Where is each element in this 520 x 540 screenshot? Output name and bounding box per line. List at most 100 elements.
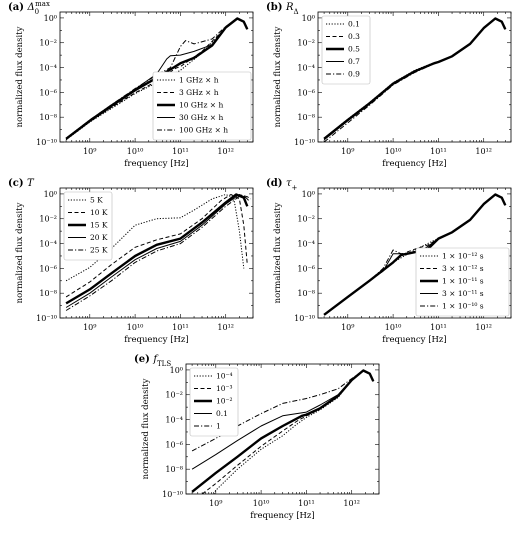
- x-tick-label: 10¹¹: [172, 323, 189, 332]
- series-group: [65, 17, 249, 141]
- series-line-1: [213, 370, 374, 494]
- y-tick-label: 10⁻²: [39, 215, 57, 224]
- y-tick-label: 10⁻⁶: [297, 88, 315, 97]
- x-tick-label: 10¹²: [217, 147, 234, 156]
- legend-label: 1 × 10⁻¹² s: [442, 252, 484, 261]
- x-tick-label: 10⁹: [209, 499, 223, 508]
- y-tick-label: 10⁻¹⁰: [294, 314, 315, 323]
- legend: 10⁻⁴ 10⁻³ 10⁻² 0.1 1: [189, 367, 239, 437]
- series-line-5: [191, 370, 374, 452]
- y-tick-label: 10⁻⁸: [297, 113, 315, 122]
- y-tick-label: 10⁻⁶: [165, 440, 183, 449]
- x-tick-label: 10¹²: [343, 499, 360, 508]
- series-line-5: [323, 194, 506, 316]
- panel-title: (b) RΔ: [266, 2, 299, 16]
- x-axis-label: frequency [Hz]: [382, 159, 446, 169]
- legend-label: 1 GHz × h: [179, 76, 219, 85]
- x-tick-label: 10¹¹: [172, 147, 189, 156]
- y-tick-label: 10⁻²: [39, 39, 57, 48]
- legend: 0.1 0.3 0.5 0.7 0.9: [321, 15, 371, 85]
- legend: 5 K 10 K 15 K 20 K 25 K: [63, 191, 113, 261]
- panel-e: 10⁹ 10¹⁰ 10¹¹ 10¹² 10⁻¹⁰ 10⁻⁸ 10⁻⁶ 10⁻⁴ 10⁻² 10⁰ f…: [134, 354, 380, 521]
- panel-symbol: τ: [286, 178, 292, 189]
- y-axis-label: normalized flux density: [273, 26, 283, 127]
- legend-label: 1: [216, 422, 221, 431]
- panel-sub: +: [291, 184, 297, 192]
- legend-box: [152, 71, 252, 141]
- legend-box: [321, 15, 371, 85]
- panel-letter: (c): [8, 178, 27, 189]
- panel-title: (c) T: [8, 178, 35, 189]
- x-tick-label: 10⁹: [341, 147, 355, 156]
- y-axis-label: normalized flux density: [15, 202, 25, 303]
- series-line-5: [65, 194, 251, 311]
- legend-label: 25 K: [90, 246, 108, 255]
- y-tick-label: 10⁰: [44, 190, 57, 199]
- legend-label: 10⁻²: [216, 397, 233, 406]
- legend: 1 × 10⁻¹² s 3 × 10⁻¹² s 1 × 10⁻¹¹ s 3 × 10⁻…: [415, 247, 510, 317]
- legend: 1 GHz × h 3 GHz × h 10 GHz × h 30 GHz × h 10…: [152, 71, 252, 141]
- y-tick-label: 10⁻¹⁰: [36, 138, 57, 147]
- x-tick-label: 10¹¹: [298, 499, 315, 508]
- y-tick-label: 10⁰: [302, 14, 315, 23]
- panel-sub: 0: [35, 8, 39, 16]
- x-axis-label: frequency [Hz]: [124, 159, 188, 169]
- panel-letter: (d): [266, 178, 286, 189]
- panel-d: 10⁹ 10¹⁰ 10¹¹ 10¹² 10⁻¹⁰ 10⁻⁸ 10⁻⁶ 10⁻⁴ 10⁻² 10⁰ f…: [266, 178, 512, 345]
- x-tick-label: 10¹⁰: [127, 323, 144, 332]
- x-tick-label: 10¹⁰: [253, 499, 270, 508]
- x-tick-label: 10¹²: [475, 323, 492, 332]
- series-line-5: [323, 18, 506, 142]
- y-axis-label: normalized flux density: [273, 202, 283, 303]
- x-tick-label: 10¹¹: [430, 323, 447, 332]
- legend-label: 1 × 10⁻¹¹ s: [442, 277, 484, 286]
- x-tick-label: 10¹⁰: [385, 147, 402, 156]
- y-tick-label: 10⁻¹⁰: [294, 138, 315, 147]
- legend-label: 3 × 10⁻¹¹ s: [442, 289, 484, 298]
- y-tick-label: 10⁻⁶: [297, 264, 315, 273]
- series-line-4: [191, 370, 374, 470]
- y-tick-label: 10⁰: [302, 190, 315, 199]
- x-axis-label: frequency [Hz]: [382, 335, 446, 345]
- y-axis-label: normalized flux density: [15, 26, 25, 127]
- y-tick-label: 10⁻⁸: [39, 113, 57, 122]
- y-tick-label: 10⁻⁴: [297, 64, 315, 73]
- y-tick-label: 10⁻⁶: [39, 88, 57, 97]
- y-tick-label: 10⁻⁸: [165, 465, 183, 474]
- panel-sub: TLS: [157, 360, 171, 368]
- y-axis-label: normalized flux density: [141, 378, 151, 479]
- series-line-2: [65, 194, 248, 298]
- y-tick-label: 10⁻¹⁰: [36, 314, 57, 323]
- y-tick-label: 10⁻⁴: [297, 240, 315, 249]
- legend-label: 0.7: [348, 57, 360, 66]
- legend-label: 20 K: [90, 233, 108, 242]
- legend-label: 30 GHz × h: [179, 113, 223, 122]
- legend-label: 5 K: [90, 196, 103, 205]
- legend-label: 0.1: [348, 20, 360, 29]
- x-tick-label: 10⁹: [83, 147, 97, 156]
- panel-c: 10⁹ 10¹⁰ 10¹¹ 10¹² 10⁻¹⁰ 10⁻⁸ 10⁻⁶ 10⁻⁴ 10⁻² 10⁰ f…: [8, 178, 254, 345]
- series-group: [65, 193, 251, 311]
- y-tick-label: 10⁰: [170, 366, 183, 375]
- panel-letter: (e): [134, 354, 153, 365]
- legend-box: [63, 191, 113, 261]
- x-tick-label: 10¹²: [475, 147, 492, 156]
- series-group: [323, 193, 507, 316]
- y-tick-label: 10⁻²: [165, 391, 183, 400]
- legend-label: 15 K: [90, 221, 108, 230]
- panel-b: 10⁹ 10¹⁰ 10¹¹ 10¹² 10⁻¹⁰ 10⁻⁸ 10⁻⁶ 10⁻⁴ 10⁻² 10⁰ f…: [266, 2, 512, 169]
- series-group: [323, 17, 507, 142]
- y-tick-label: 10⁻⁴: [39, 64, 57, 73]
- legend-box: [415, 247, 510, 317]
- y-tick-label: 10⁻⁸: [297, 289, 315, 298]
- legend-label: 10 K: [90, 208, 108, 217]
- panel-letter: (a): [8, 2, 27, 13]
- legend-label: 3 × 10⁻¹² s: [442, 264, 484, 273]
- panel-symbol: T: [27, 178, 35, 189]
- y-tick-label: 10⁻⁴: [165, 416, 183, 425]
- x-tick-label: 10¹⁰: [127, 147, 144, 156]
- y-tick-label: 10⁰: [44, 14, 57, 23]
- legend-label: 100 GHz × h: [179, 126, 228, 135]
- legend-label: 1 × 10⁻¹⁰ s: [442, 302, 484, 311]
- panel-title: (e) fTLS: [134, 354, 171, 368]
